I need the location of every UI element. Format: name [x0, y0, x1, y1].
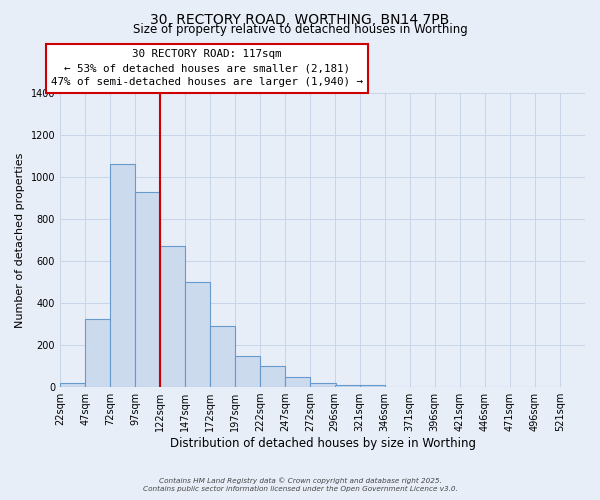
Bar [160, 246, 185, 387]
Bar [110, 164, 135, 387]
Text: Size of property relative to detached houses in Worthing: Size of property relative to detached ho… [133, 22, 467, 36]
Bar [135, 192, 160, 387]
Bar [60, 383, 85, 387]
Bar [211, 326, 235, 387]
Text: 30 RECTORY ROAD: 117sqm
← 53% of detached houses are smaller (2,181)
47% of semi: 30 RECTORY ROAD: 117sqm ← 53% of detache… [51, 50, 363, 88]
Y-axis label: Number of detached properties: Number of detached properties [15, 152, 25, 328]
Bar [185, 282, 211, 387]
Bar [286, 377, 310, 387]
Bar [85, 319, 110, 387]
Text: Contains HM Land Registry data © Crown copyright and database right 2025.
Contai: Contains HM Land Registry data © Crown c… [143, 477, 457, 492]
X-axis label: Distribution of detached houses by size in Worthing: Distribution of detached houses by size … [170, 437, 476, 450]
Bar [359, 386, 385, 387]
Bar [335, 385, 359, 387]
Bar [310, 383, 335, 387]
Text: 30, RECTORY ROAD, WORTHING, BN14 7PB: 30, RECTORY ROAD, WORTHING, BN14 7PB [151, 12, 449, 26]
Bar [260, 366, 286, 387]
Bar [235, 356, 260, 387]
